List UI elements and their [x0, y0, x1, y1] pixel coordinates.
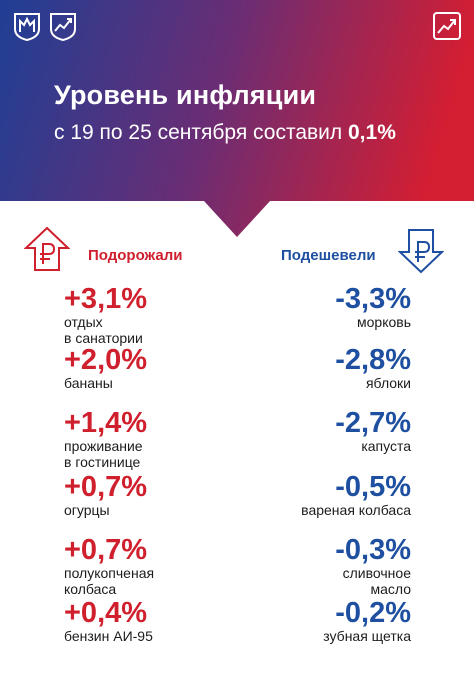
item-value: +3,1%: [64, 283, 148, 315]
item-value: +0,7%: [64, 534, 148, 566]
item-label: огурцы: [64, 502, 110, 518]
increased-item: +0,7% огурцы: [64, 472, 147, 518]
item-label: капуста: [361, 438, 411, 454]
ruble-arrow-down-icon: [397, 228, 445, 279]
increased-item: +0,7% полукопченая колбаса: [64, 535, 154, 597]
decreased-item: -0,5% вареная колбаса: [301, 472, 411, 518]
item-value: -2,8%: [335, 344, 411, 376]
increased-item: +0,4% бензин АИ-95: [64, 598, 153, 644]
page-subtitle: с 19 по 25 сентября составил 0,1%: [54, 121, 396, 145]
item-value: +0,7%: [64, 471, 148, 503]
header-banner: Уровень инфляции с 19 по 25 сентября сос…: [0, 0, 474, 241]
item-value: -2,7%: [335, 407, 411, 439]
item-value: +2,0%: [64, 344, 148, 376]
decreased-item: -2,8% яблоки: [335, 345, 411, 391]
city-chart-emblem-icon: [48, 11, 78, 41]
item-value: -0,2%: [335, 597, 411, 629]
increased-heading: Подорожали: [88, 247, 183, 264]
city-emblem-icon: [12, 11, 42, 41]
decreased-item: -0,2% зубная щетка: [323, 598, 411, 644]
page-title: Уровень инфляции: [54, 80, 317, 110]
item-value: -0,5%: [335, 471, 411, 503]
header-background: [0, 0, 474, 237]
item-label: зубная щетка: [323, 628, 411, 644]
decreased-item: -2,7% капуста: [335, 408, 411, 454]
increased-item: +1,4% проживание в гостинице: [64, 408, 147, 470]
increased-item: +3,1% отдых в санатории: [64, 284, 147, 346]
decreased-item: -3,3% морковь: [335, 284, 411, 330]
item-label: бананы: [64, 375, 113, 391]
item-label: морковь: [357, 314, 411, 330]
ruble-arrow-up-icon: [23, 226, 71, 277]
item-value: +1,4%: [64, 407, 148, 439]
decreased-item: -0,3% сливочное масло: [335, 535, 411, 597]
trend-chart-icon: [432, 11, 462, 41]
item-value: -3,3%: [335, 283, 411, 315]
increased-item: +2,0% бананы: [64, 345, 147, 391]
item-value: -0,3%: [335, 534, 411, 566]
item-label: сливочное масло: [342, 565, 411, 597]
decreased-heading: Подешевели: [281, 247, 376, 264]
subtitle-text: с 19 по 25 сентября составил: [54, 121, 348, 144]
item-value: +0,4%: [64, 597, 148, 629]
item-label: бензин АИ-95: [64, 628, 153, 644]
item-label: полукопченая колбаса: [64, 565, 155, 597]
inflation-value: 0,1%: [348, 121, 396, 144]
item-label: проживание в гостинице: [64, 438, 143, 470]
item-label: отдых в санатории: [64, 314, 143, 346]
item-label: вареная колбаса: [301, 502, 411, 518]
item-label: яблоки: [365, 375, 411, 391]
